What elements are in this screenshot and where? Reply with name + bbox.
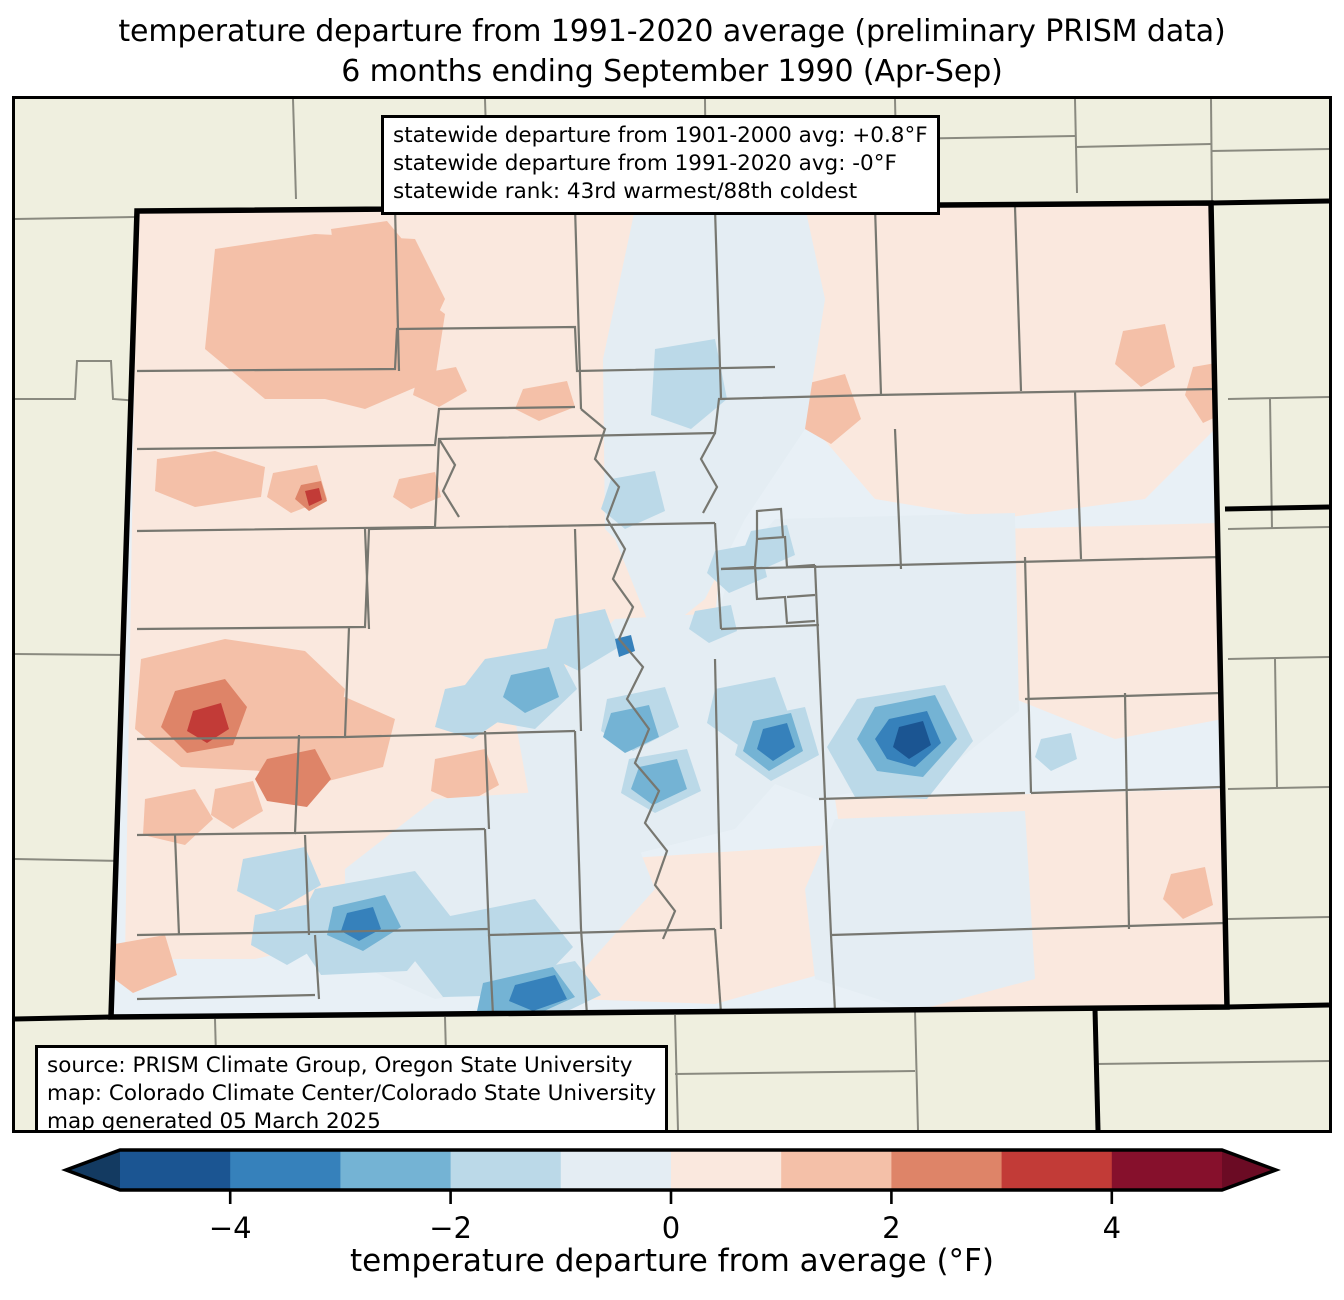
colorbar-outline bbox=[61, 1148, 1281, 1192]
temperature-departure-contours bbox=[111, 203, 1227, 1017]
colorbar-axis-label: temperature departure from average (°F) bbox=[350, 1243, 994, 1279]
source-line-2: map: Colorado Climate Center/Colorado St… bbox=[47, 1080, 657, 1106]
source-line-1: source: PRISM Climate Group, Oregon Stat… bbox=[47, 1053, 633, 1078]
colorbar-tick-label: 0 bbox=[662, 1211, 680, 1245]
colorado-temperature-departure-map bbox=[15, 99, 1329, 1130]
stats-line-3: statewide rank: 43rd warmest/88th coldes… bbox=[393, 178, 858, 204]
stats-line-2: statewide departure from 1991-2020 avg: … bbox=[393, 150, 897, 176]
source-line-3: map generated 05 March 2025 bbox=[47, 1108, 381, 1133]
colorbar-ticks bbox=[228, 1190, 1114, 1204]
colorado-county-lines bbox=[136, 206, 1226, 1016]
colorbar-bands bbox=[66, 1150, 1276, 1190]
title-line-1: temperature departure from 1991-2020 ave… bbox=[118, 14, 1226, 49]
stats-line-1: statewide departure from 1901-2000 avg: … bbox=[393, 123, 928, 148]
map-canvas: statewide departure from 1901-2000 avg: … bbox=[12, 96, 1332, 1133]
colorbar-tick-label: 2 bbox=[882, 1211, 900, 1245]
title-line-2: 6 months ending September 1990 (Apr-Sep) bbox=[341, 53, 1003, 89]
page-title: temperature departure from 1991-2020 ave… bbox=[0, 12, 1344, 91]
statewide-stats-box: statewide departure from 1901-2000 avg: … bbox=[381, 115, 940, 215]
colorbar-tick-label: −2 bbox=[429, 1211, 472, 1245]
colorbar: −4 −2 0 2 4 bbox=[61, 1148, 1281, 1245]
colorbar-tick-labels: −4 −2 0 2 4 bbox=[209, 1211, 1121, 1245]
colorbar-area: −4 −2 0 2 4 temperature departure from avera… bbox=[0, 1140, 1344, 1300]
neighbor-state-borders bbox=[15, 198, 1329, 1130]
source-credit-box: source: PRISM Climate Group, Oregon Stat… bbox=[35, 1045, 669, 1133]
colorbar-tick-label: 4 bbox=[1103, 1211, 1121, 1245]
colorbar-tick-label: −4 bbox=[209, 1211, 252, 1245]
